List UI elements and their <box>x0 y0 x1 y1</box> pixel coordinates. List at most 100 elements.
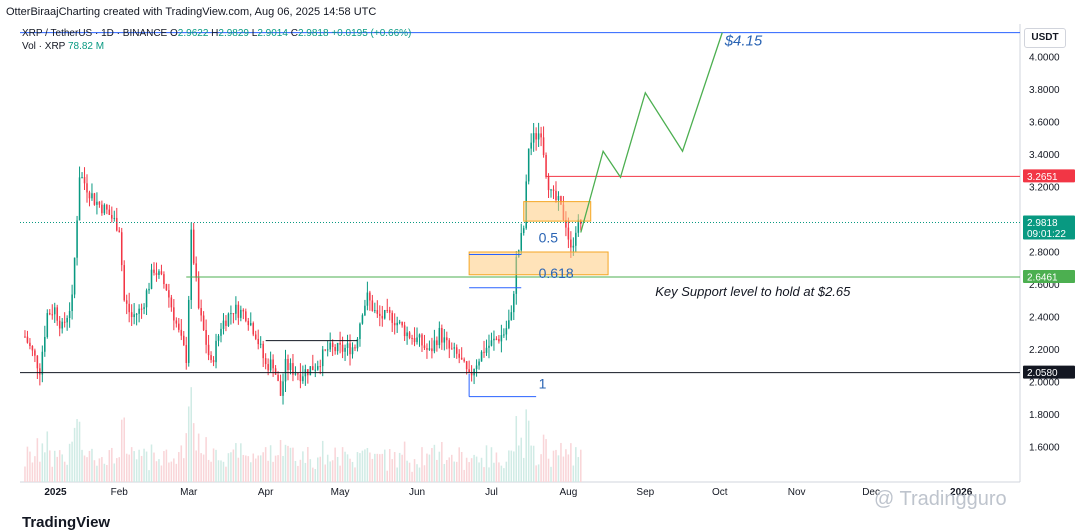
volume-bar <box>344 451 346 482</box>
volume-bar <box>498 462 500 482</box>
volume-bar <box>478 462 480 482</box>
candle-body <box>354 347 356 349</box>
chart-header: OtterBiraajCharting created with Trading… <box>0 0 1080 22</box>
candle-body <box>376 310 379 314</box>
volume-bar <box>81 449 83 482</box>
candle-body <box>93 193 96 205</box>
volume-bar <box>215 449 217 482</box>
candle-body <box>138 308 140 314</box>
candle-body <box>547 177 550 191</box>
candle-body <box>215 340 217 363</box>
volume-bar <box>460 452 463 482</box>
candle-body <box>175 320 178 324</box>
y-tick-label: 2.4000 <box>1029 313 1060 324</box>
candle-body <box>185 345 188 363</box>
volume-bar <box>41 443 44 482</box>
volume-bar <box>257 455 259 482</box>
fib-label: 0.5 <box>539 229 559 245</box>
y-tick-label: 2.8000 <box>1029 248 1060 259</box>
volume-bar <box>436 459 438 482</box>
watermark: @ Tradingguro <box>874 488 1007 510</box>
volume-bar <box>61 454 63 482</box>
candle-body <box>242 309 245 312</box>
volume-bar <box>259 455 262 482</box>
volume-bar <box>366 447 369 482</box>
candle-body <box>421 334 423 346</box>
volume-bar <box>443 463 446 482</box>
candle-body <box>522 228 525 234</box>
candle-body <box>433 340 436 352</box>
candle-body <box>165 284 168 291</box>
volume-bar <box>160 465 163 482</box>
candle-body <box>277 374 279 381</box>
x-tick-label: Mar <box>180 487 198 498</box>
volume-bar <box>36 438 39 482</box>
support-zone <box>468 251 609 276</box>
candle-body <box>272 359 274 369</box>
currency-button[interactable]: USDT <box>1024 28 1066 48</box>
candle-body <box>235 304 237 314</box>
candle-body <box>453 347 456 349</box>
volume-bar <box>411 471 413 482</box>
volume-bar <box>150 444 153 482</box>
volume-bar <box>386 470 389 482</box>
candle-body <box>331 342 334 347</box>
volume-bar <box>51 466 54 482</box>
candle-body <box>463 359 465 362</box>
volume-bar <box>341 447 344 482</box>
candle-body <box>170 297 173 308</box>
volume-bar <box>565 449 567 482</box>
volume-bar <box>470 458 473 482</box>
candle-body <box>398 321 401 323</box>
volume-bar <box>448 457 451 482</box>
y-tick-label: 2.0000 <box>1029 378 1060 389</box>
countdown-label: 09:01:22 <box>1027 229 1066 240</box>
volume-bar <box>98 458 101 482</box>
volume-bar <box>242 454 245 482</box>
volume-bar <box>393 452 396 482</box>
candle-body <box>86 183 88 193</box>
candle-body <box>438 327 441 346</box>
candle-body <box>334 346 336 352</box>
volume-bar <box>185 433 188 482</box>
symbol-name[interactable]: XRP / TetherUS · 1D · BINANCE <box>22 28 168 39</box>
price-level-label: 2.0580 <box>1027 368 1058 379</box>
target-annotation: $4.15 <box>724 33 763 50</box>
volume-bar <box>197 433 200 482</box>
volume-bar <box>135 459 138 482</box>
candle-body <box>498 339 500 342</box>
volume-bar <box>207 459 210 482</box>
volume-bar <box>570 443 572 482</box>
volume-bar <box>321 440 324 482</box>
volume-bar <box>403 441 406 482</box>
high-label: H <box>211 28 219 39</box>
candle-body <box>391 312 393 323</box>
volume-bar <box>66 464 68 482</box>
volume-bar <box>148 470 150 482</box>
candle-body <box>341 344 344 352</box>
y-tick-label: 3.4000 <box>1029 150 1060 161</box>
x-tick-label: Dec <box>862 487 880 498</box>
candle-body <box>520 233 523 251</box>
candle-body <box>34 350 36 356</box>
candle-body <box>118 230 121 233</box>
volume-bar <box>133 451 135 482</box>
candle-body <box>130 312 133 318</box>
volume-bar <box>170 461 173 482</box>
volume-bar <box>371 458 374 482</box>
volume-bar <box>192 423 195 482</box>
volume-bar <box>316 457 319 482</box>
volume-bar <box>540 454 542 482</box>
candle-body <box>483 351 485 353</box>
y-tick-label: 1.6000 <box>1029 443 1060 454</box>
candle-body <box>190 229 192 300</box>
candle-body <box>490 340 493 346</box>
candle-body <box>135 313 138 315</box>
volume-bar <box>465 457 468 482</box>
candle-body <box>297 373 299 375</box>
x-tick-label: Jul <box>485 487 498 498</box>
volume-label[interactable]: Vol · XRP <box>22 41 66 52</box>
volume-bar <box>450 454 453 482</box>
candle-body <box>401 321 403 326</box>
